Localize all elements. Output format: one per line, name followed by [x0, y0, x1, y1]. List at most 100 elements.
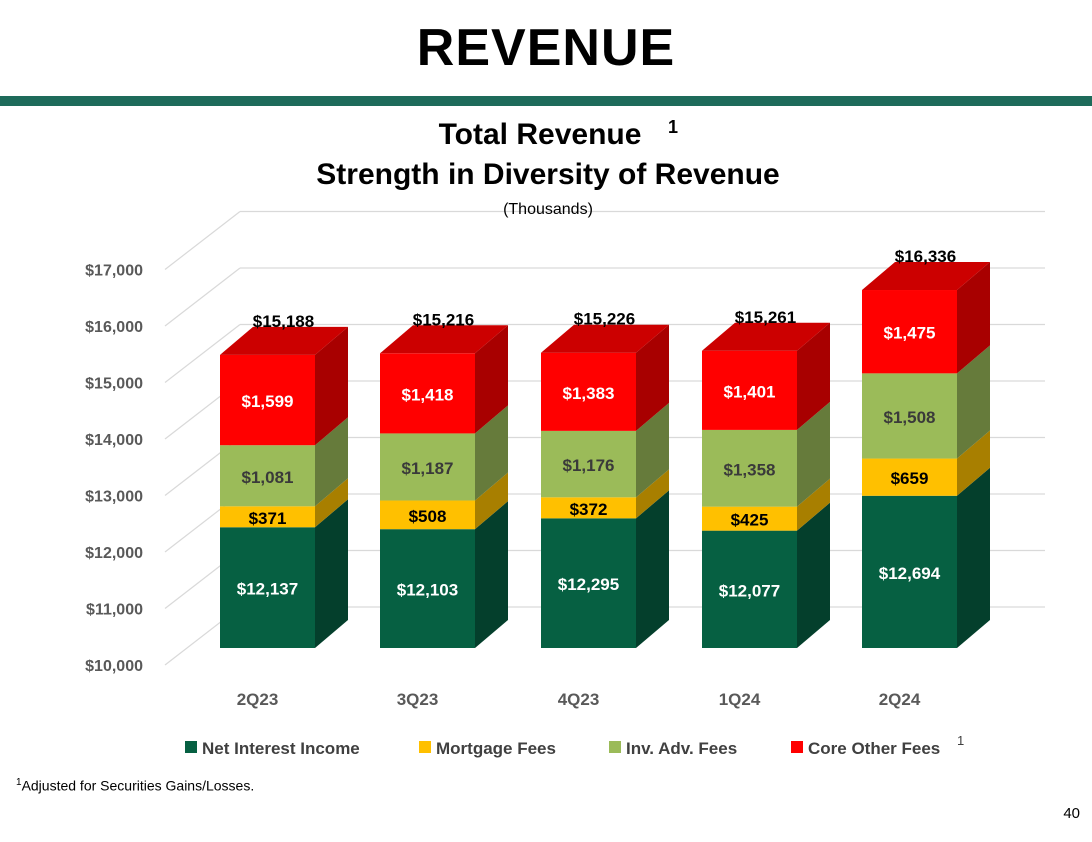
data-label: $1,401 [724, 382, 776, 401]
bar-segment [702, 350, 797, 430]
data-label: $372 [570, 500, 608, 519]
total-label: $15,188 [253, 312, 314, 331]
bar-segment-side [636, 402, 669, 498]
y-tick-label: $11,000 [86, 602, 143, 619]
legend-label: Inv. Adv. Fees [626, 739, 737, 758]
bar-segment [541, 518, 636, 648]
bar-top [862, 262, 990, 291]
y-tick-label: $14,000 [85, 432, 143, 449]
total-label: $15,216 [413, 310, 474, 329]
data-label: $12,694 [879, 564, 941, 583]
total-label: $15,226 [574, 310, 635, 329]
data-label: $1,358 [724, 460, 776, 479]
bar-top [702, 322, 830, 351]
total-label: $15,261 [735, 308, 796, 327]
bar-segment [862, 458, 957, 496]
data-label: $1,599 [242, 392, 294, 411]
data-label: $1,508 [884, 408, 936, 427]
legend-label: Mortgage Fees [436, 739, 556, 758]
gridline-diagonal [164, 211, 241, 270]
bar-top [220, 326, 348, 355]
legend-superscript: 1 [957, 733, 964, 748]
bar-segment [862, 373, 957, 459]
x-tick-label: 3Q23 [397, 690, 439, 709]
page-title: REVENUE [416, 19, 676, 77]
footnote: 1Adjusted for Securities Gains/Losses. [16, 777, 254, 794]
bar-segment [380, 500, 475, 530]
total-label: $16,336 [895, 247, 956, 266]
bar-segment [702, 506, 797, 531]
bar-top [541, 324, 669, 353]
x-tick-label: 2Q23 [237, 690, 279, 709]
bar-segment-side [315, 478, 348, 528]
data-label: $12,137 [237, 580, 298, 599]
bar-segment [220, 445, 315, 507]
bar-segment [541, 352, 636, 431]
chart-units-label: (Thousands) [503, 201, 593, 218]
bar-segment-side [475, 325, 508, 434]
bar-segment-side [475, 405, 508, 501]
bar-segment-side [315, 417, 348, 507]
gridline-diagonal [164, 324, 241, 383]
x-tick-label: 1Q24 [719, 690, 761, 709]
bar-segment [220, 506, 315, 528]
bar-segment-side [797, 322, 830, 430]
data-label: $1,383 [563, 384, 615, 403]
legend-swatch [791, 741, 803, 753]
data-label: $508 [409, 507, 447, 526]
data-label: $371 [249, 509, 287, 528]
bar-segment [541, 430, 636, 498]
y-tick-label: $10,000 [85, 658, 143, 675]
data-label: $1,418 [402, 385, 454, 404]
data-label: $12,103 [397, 581, 458, 600]
footnote-text: Adjusted for Securities Gains/Losses. [21, 777, 255, 794]
bar-segment-side [636, 324, 669, 431]
bar-segment-side [475, 472, 508, 530]
data-label: $1,081 [242, 468, 294, 487]
bar-segment [541, 497, 636, 519]
data-label: $1,176 [563, 456, 615, 475]
bar-segment-side [475, 501, 508, 648]
bar-segment-side [636, 490, 669, 648]
bar-top [380, 325, 508, 354]
title-divider [0, 96, 1092, 106]
bar-segment-side [957, 262, 990, 374]
y-tick-label: $15,000 [85, 376, 143, 393]
legend-swatch [609, 741, 621, 753]
data-label: $12,077 [719, 581, 780, 600]
footnote-marker: 1 [16, 777, 22, 788]
bar-segment [220, 527, 315, 648]
data-label: $659 [891, 469, 929, 488]
legend-swatch [419, 741, 431, 753]
x-tick-label: 2Q24 [879, 690, 921, 709]
x-tick-label: 4Q23 [558, 690, 600, 709]
legend-swatch [185, 741, 197, 753]
legend-label: Net Interest Income [202, 739, 360, 758]
bar-segment [380, 529, 475, 648]
bar-segment-side [957, 467, 990, 648]
page-number: 40 [1063, 805, 1080, 822]
bar-segment-side [315, 499, 348, 648]
bar-segment-side [315, 326, 348, 446]
bar-segment [380, 353, 475, 434]
chart-subtitle: Strength in Diversity of Revenue [316, 158, 779, 191]
bar-segment [380, 433, 475, 501]
legend-label: Core Other Fees [808, 739, 940, 758]
bar-segment [220, 354, 315, 446]
y-tick-label: $12,000 [85, 545, 143, 562]
bar-segment-side [797, 401, 830, 507]
bar-segment-side [797, 478, 830, 531]
gridline-diagonal [164, 267, 241, 327]
bar-segment [862, 495, 957, 648]
data-label: $425 [731, 511, 769, 530]
bar-segment [702, 530, 797, 648]
data-label: $12,295 [558, 575, 619, 594]
bar-segment-side [957, 345, 990, 459]
y-tick-label: $17,000 [85, 263, 143, 280]
chart-title: Total Revenue [439, 118, 642, 151]
bar-segment [862, 290, 957, 374]
y-tick-label: $16,000 [85, 319, 143, 336]
bar-segment-side [636, 469, 669, 519]
bar-segment [702, 429, 797, 507]
